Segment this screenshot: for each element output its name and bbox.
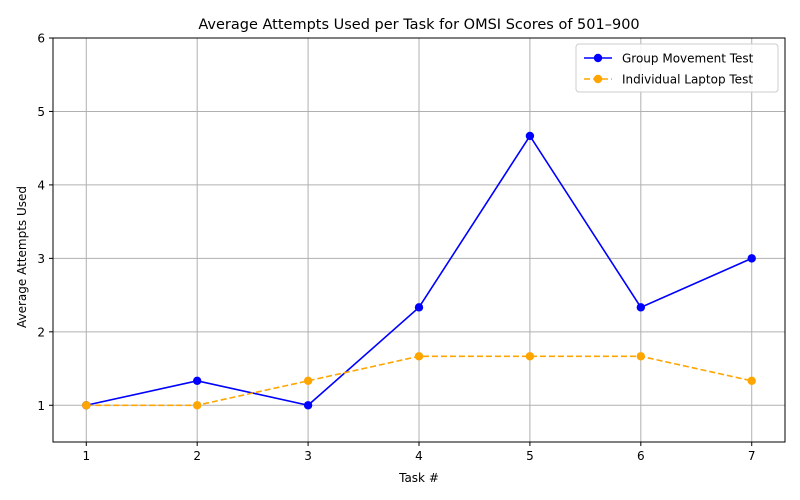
x-tick-label: 3 bbox=[304, 449, 312, 463]
data-point bbox=[82, 401, 91, 410]
series-1 bbox=[82, 131, 756, 410]
data-point bbox=[192, 401, 202, 410]
data-point bbox=[525, 352, 535, 361]
series-2 bbox=[82, 352, 756, 410]
y-tick-label: 4 bbox=[37, 178, 45, 192]
chart-title: Average Attempts Used per Task for OMSI … bbox=[198, 17, 639, 33]
y-tick-label: 6 bbox=[37, 32, 45, 46]
x-tick-label: 4 bbox=[415, 449, 423, 463]
series-layer bbox=[82, 131, 756, 410]
legend-label: Individual Laptop Test bbox=[622, 73, 753, 87]
data-point bbox=[636, 303, 646, 312]
data-point bbox=[525, 131, 535, 141]
data-point bbox=[414, 352, 424, 361]
y-tick-label: 1 bbox=[37, 399, 45, 413]
legend-entry: Individual Laptop Test bbox=[584, 73, 753, 87]
grid-lines bbox=[53, 37, 785, 442]
legend-marker bbox=[593, 74, 603, 84]
x-tick-label: 7 bbox=[748, 449, 756, 463]
x-axis-ticks: 1 2 3 4 5 6 7 bbox=[82, 442, 756, 463]
data-point bbox=[303, 376, 313, 386]
data-point bbox=[747, 254, 756, 263]
x-tick-label: 1 bbox=[82, 449, 90, 463]
data-point bbox=[303, 401, 313, 410]
y-tick-label: 2 bbox=[37, 325, 45, 339]
y-axis-ticks: 1 2 3 4 5 6 bbox=[37, 32, 53, 413]
x-tick-label: 2 bbox=[193, 449, 201, 463]
legend-entry: Group Movement Test bbox=[584, 52, 754, 66]
y-tick-label: 5 bbox=[37, 105, 45, 119]
x-axis-label: Task # bbox=[398, 471, 439, 485]
data-point bbox=[636, 352, 646, 361]
data-point bbox=[414, 303, 424, 312]
y-tick-label: 3 bbox=[37, 252, 45, 266]
legend: Group Movement Test Individual Laptop Tes… bbox=[575, 43, 779, 93]
y-axis-label: Average Attempts Used bbox=[15, 186, 29, 328]
x-tick-label: 5 bbox=[526, 449, 534, 463]
data-point bbox=[747, 376, 756, 386]
data-point bbox=[192, 376, 202, 386]
x-tick-label: 6 bbox=[637, 449, 645, 463]
legend-label: Group Movement Test bbox=[622, 52, 754, 66]
legend-box bbox=[575, 43, 779, 93]
legend-marker bbox=[593, 53, 603, 63]
